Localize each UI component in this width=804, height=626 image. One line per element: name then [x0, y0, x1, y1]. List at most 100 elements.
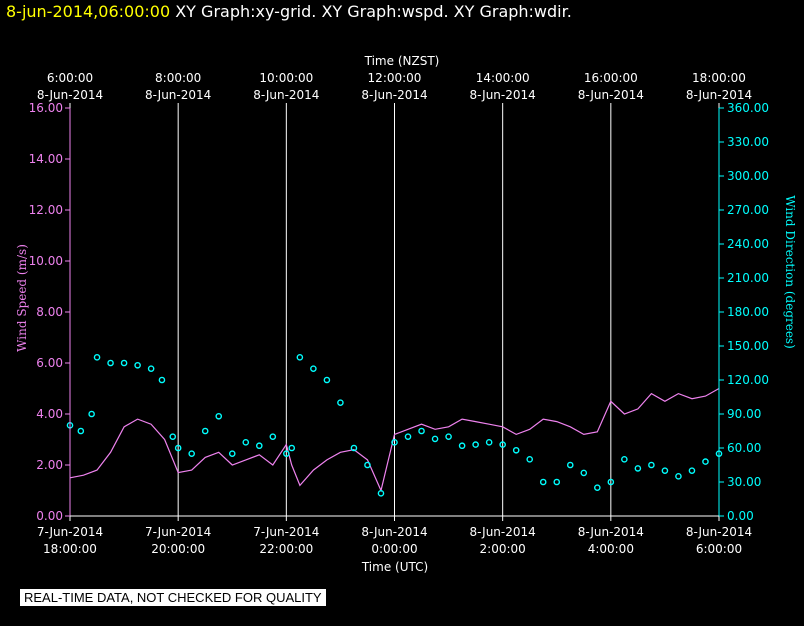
bottom-tick-label-date: 8-Jun-2014 — [578, 525, 644, 539]
bottom-tick-label-time: 22:00:00 — [259, 542, 313, 556]
top-tick-label-date: 8-Jun-2014 — [686, 88, 752, 102]
bottom-tick-label-time: 18:00:00 — [43, 542, 97, 556]
wind-direction-point — [188, 450, 195, 457]
right-tick-label: 120.00 — [727, 373, 769, 387]
left-tick-label: 6.00 — [36, 356, 63, 370]
bottom-tick-label-time: 20:00:00 — [151, 542, 205, 556]
axes: 7-Jun-2014 18:00:00 6:00:00 8-Jun-2014 7-Jun… — [29, 71, 769, 556]
graph-titles: XY Graph:xy-grid. XY Graph:wspd. XY Grap… — [175, 2, 572, 21]
wind-direction-point — [120, 359, 128, 367]
wind-direction-point — [107, 359, 114, 367]
top-tick-label-date: 8-Jun-2014 — [37, 88, 103, 102]
left-tick-label: 2.00 — [36, 458, 63, 472]
left-tick-label: 12.00 — [29, 203, 63, 217]
right-tick-label: 240.00 — [727, 237, 769, 251]
right-tick-label: 150.00 — [727, 339, 769, 353]
wind-direction-point — [201, 427, 209, 435]
top-tick-label-time: 14:00:00 — [476, 71, 530, 85]
top-tick-label-date: 8-Jun-2014 — [253, 88, 319, 102]
bottom-axis-label: Time (UTC) — [361, 560, 428, 574]
wind-direction-point — [134, 361, 141, 369]
left-tick-label: 10.00 — [29, 254, 63, 268]
wind-direction-point — [634, 465, 642, 472]
right-tick-label: 270.00 — [727, 203, 769, 217]
right-tick-label: 180.00 — [727, 305, 769, 319]
right-tick-label: 0.00 — [727, 509, 754, 523]
right-axis-label: Wind Direction (degrees) — [783, 195, 797, 349]
grid-lines — [177, 108, 612, 516]
wind-direction-point — [485, 439, 493, 446]
bottom-tick-label-date: 8-Jun-2014 — [361, 525, 427, 539]
bottom-tick-label-time: 6:00:00 — [696, 542, 742, 556]
wind-direction-point — [512, 446, 520, 454]
bottom-tick-label-time: 4:00:00 — [588, 542, 634, 556]
right-tick-label: 90.00 — [727, 407, 761, 421]
wind-direction-point — [688, 467, 696, 474]
top-tick-label-time: 16:00:00 — [584, 71, 638, 85]
bottom-tick-label-date: 7-Jun-2014 — [145, 525, 211, 539]
wind-direction-point — [580, 469, 588, 477]
top-tick-label-time: 18:00:00 — [692, 71, 746, 85]
right-tick-label: 360.00 — [727, 101, 769, 115]
right-tick-label: 30.00 — [727, 475, 761, 489]
wind-direction-point — [77, 427, 85, 435]
top-tick-label-time: 6:00:00 — [47, 71, 93, 85]
wind-direction-point — [147, 365, 155, 372]
series-layer — [66, 354, 723, 497]
wind-direction-point — [283, 450, 290, 457]
wind-direction-point — [675, 473, 682, 480]
bottom-tick-label-date: 8-Jun-2014 — [686, 525, 752, 539]
wind-direction-point — [93, 354, 101, 361]
wind-direction-point — [215, 412, 223, 420]
bottom-tick-label-date: 7-Jun-2014 — [37, 525, 103, 539]
wind-direction-point — [431, 435, 439, 443]
wind-direction-point — [350, 444, 358, 452]
wind-direction-point — [255, 442, 263, 450]
bottom-tick-label-date: 7-Jun-2014 — [253, 525, 319, 539]
quality-notice: REAL-TIME DATA, NOT CHECKED FOR QUALITY — [20, 589, 326, 606]
wind-direction-point — [458, 442, 466, 450]
wind-direction-point — [472, 441, 479, 448]
wind-direction-point — [418, 427, 425, 435]
wind-direction-point — [553, 478, 561, 486]
wind-direction-point — [364, 461, 371, 469]
wind-direction-point — [288, 444, 296, 452]
bottom-tick-label-time: 2:00:00 — [480, 542, 526, 556]
wind-direction-point — [445, 433, 452, 440]
wind-direction-point — [337, 399, 344, 406]
left-tick-label: 16.00 — [29, 101, 63, 115]
wind-direction-point — [88, 410, 95, 418]
right-tick-label: 330.00 — [727, 135, 769, 149]
wind-direction-point — [296, 354, 304, 361]
right-tick-label: 210.00 — [727, 271, 769, 285]
left-tick-label: 4.00 — [36, 407, 63, 421]
wind-direction-point — [169, 433, 177, 440]
left-tick-label: 8.00 — [36, 305, 63, 319]
wind-direction-point — [174, 444, 182, 452]
wind-direction-point — [404, 433, 412, 440]
bottom-tick-label-time: 0:00:00 — [371, 542, 417, 556]
top-tick-label-date: 8-Jun-2014 — [578, 88, 644, 102]
wind-direction-point — [566, 461, 574, 469]
top-tick-label-time: 12:00:00 — [368, 71, 422, 85]
wind-direction-point — [594, 484, 601, 491]
top-axis-label: Time (NZST) — [364, 54, 440, 68]
wind-direction-point — [158, 376, 166, 384]
top-tick-label-time: 10:00:00 — [259, 71, 313, 85]
wind-direction-point — [310, 365, 317, 372]
wind-direction-point — [661, 467, 669, 474]
left-tick-label: 0.00 — [36, 509, 63, 523]
right-tick-label: 60.00 — [727, 441, 761, 455]
right-tick-label: 300.00 — [727, 169, 769, 183]
left-axis-label: Wind Speed (m/s) — [15, 244, 29, 352]
wind-direction-point — [499, 441, 506, 448]
header: 8-jun-2014,06:00:00 XY Graph:xy-grid. XY… — [6, 2, 572, 21]
wind-direction-point — [702, 458, 709, 465]
wind-direction-point — [648, 461, 655, 469]
wind-direction-point — [228, 450, 236, 457]
wind-speed-line — [69, 387, 720, 493]
wind-direction-point — [377, 490, 385, 497]
wind-direction-point — [391, 439, 398, 446]
top-tick-label-date: 8-Jun-2014 — [361, 88, 427, 102]
